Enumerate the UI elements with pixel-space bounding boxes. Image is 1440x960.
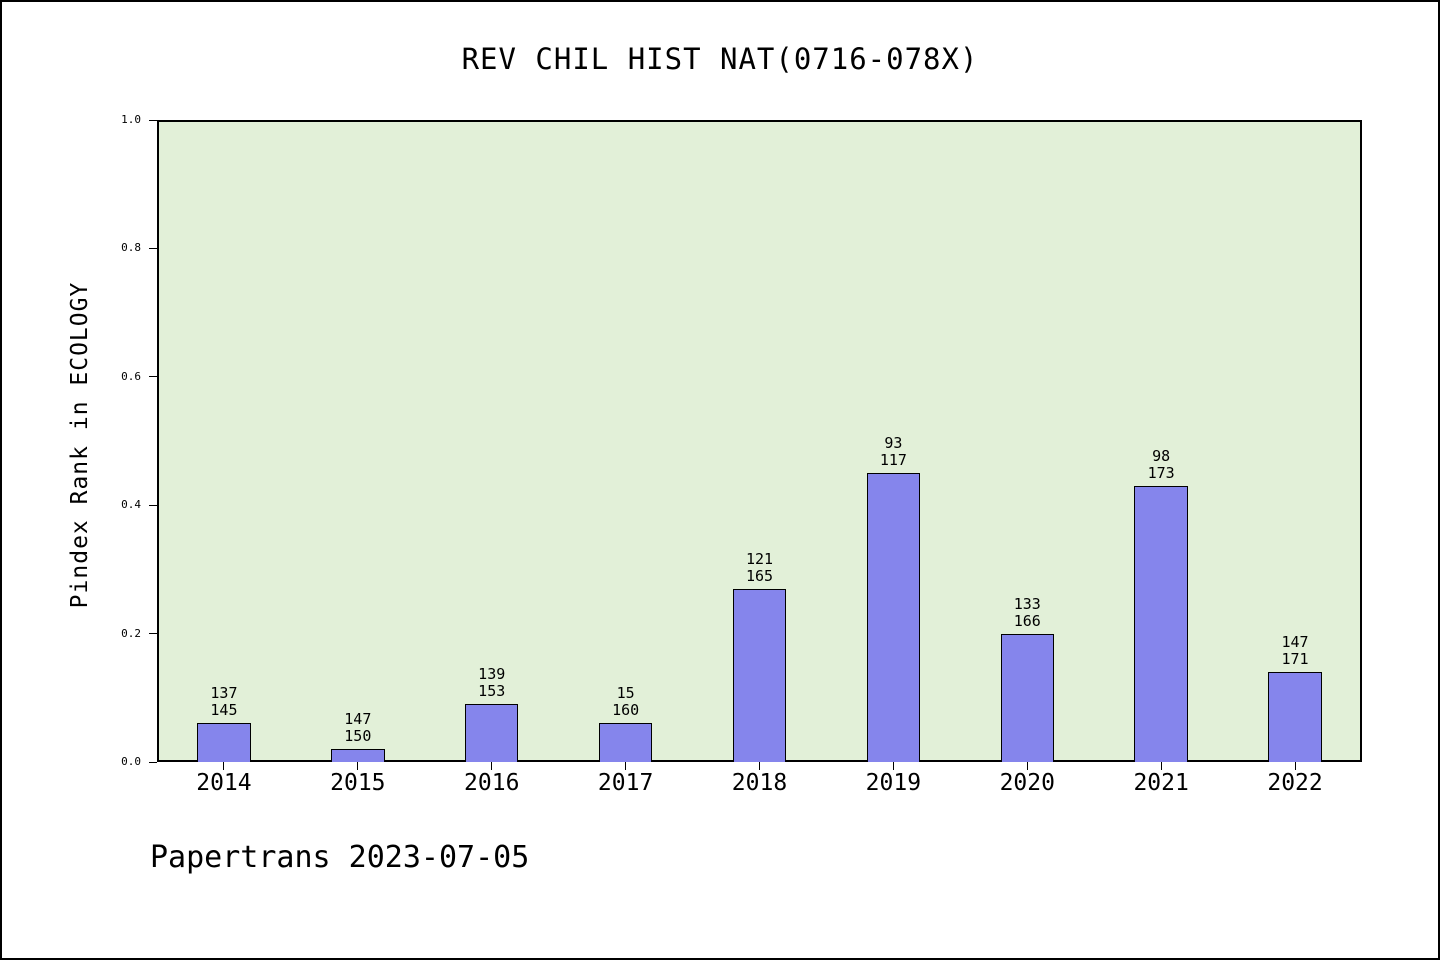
bar-annotation: 137 145: [210, 685, 237, 719]
bar-value: 171: [1281, 650, 1309, 669]
bar-value: 93: [884, 434, 903, 453]
y-tick-mark: [149, 247, 157, 249]
y-tick-label: 0.2: [121, 626, 141, 640]
bar-annotation: 98 173: [1147, 446, 1175, 482]
bar-value: 139: [478, 665, 506, 684]
x-tick-mark: [1026, 762, 1028, 770]
x-tick-label: 2015: [330, 770, 386, 796]
x-tick-label: 2018: [731, 770, 788, 796]
bar-value: 160: [612, 701, 640, 720]
bar-value: 98: [1152, 446, 1171, 465]
bar: [1000, 633, 1055, 762]
chart-title: REV CHIL HIST NAT(0716-078X): [461, 42, 979, 76]
footer-watermark: Papertrans 2023-07-05: [150, 840, 530, 875]
x-tick-mark: [491, 762, 493, 770]
bar-value: 147: [344, 710, 372, 729]
x-tick-label: 2020: [999, 770, 1055, 796]
x-tick-mark: [357, 762, 359, 770]
x-tick-label: 2017: [597, 770, 654, 796]
bar-annotation: 139 153: [478, 666, 505, 700]
bar-value: 117: [879, 451, 907, 470]
bar: [331, 749, 385, 762]
bar-value: 145: [210, 701, 238, 720]
bar: [464, 704, 519, 762]
bar-value: 15: [616, 684, 635, 703]
y-tick-mark: [149, 119, 157, 121]
bar-annotation: 133 166: [1013, 594, 1041, 630]
bar-value: 133: [1013, 594, 1041, 613]
bar-value: 166: [1013, 611, 1041, 630]
x-tick-mark: [759, 762, 760, 770]
bar-annotation: 121 165: [745, 549, 774, 585]
bar: [1268, 672, 1322, 762]
bar-value: 121: [745, 549, 774, 568]
bar: [598, 723, 653, 762]
bar: [866, 473, 921, 762]
bar: [732, 588, 787, 762]
y-tick-label: 1.0: [121, 113, 141, 126]
y-tick-mark: [149, 761, 157, 763]
x-tick-label: 2021: [1133, 770, 1189, 796]
bar-annotation: 147 171: [1282, 634, 1309, 668]
x-tick-mark: [625, 762, 627, 770]
bar-value: 173: [1147, 463, 1175, 482]
y-tick-label: 0.0: [121, 755, 141, 768]
x-tick-label: 2016: [464, 770, 520, 796]
x-tick-label: 2019: [865, 770, 922, 796]
x-tick-mark: [223, 762, 225, 770]
y-tick-mark: [149, 633, 157, 635]
x-tick-mark: [1160, 762, 1162, 770]
x-tick-mark: [1294, 762, 1296, 770]
bar-value: 150: [344, 727, 372, 746]
bar-value: 153: [478, 682, 506, 701]
bar: [197, 723, 251, 762]
bar-value: 137: [210, 684, 238, 703]
x-tick-label: 2022: [1267, 770, 1323, 796]
bar-value: 147: [1281, 633, 1309, 652]
bar-value: 165: [745, 566, 774, 585]
bar: [1134, 485, 1188, 762]
x-tick-label: 2014: [196, 770, 252, 796]
bar-annotation: 93 117: [880, 435, 907, 469]
bar-annotation: 15 160: [612, 685, 639, 719]
y-tick-mark: [149, 376, 157, 378]
x-tick-mark: [892, 762, 894, 770]
y-tick-label: 0.8: [121, 241, 141, 255]
y-tick-label: 0.6: [121, 369, 141, 383]
y-axis-label: Pindex Rank in ECOLOGY: [67, 281, 93, 609]
y-tick-label: 0.4: [121, 498, 141, 512]
bar-annotation: 147 150: [344, 711, 371, 745]
y-tick-mark: [149, 504, 157, 506]
